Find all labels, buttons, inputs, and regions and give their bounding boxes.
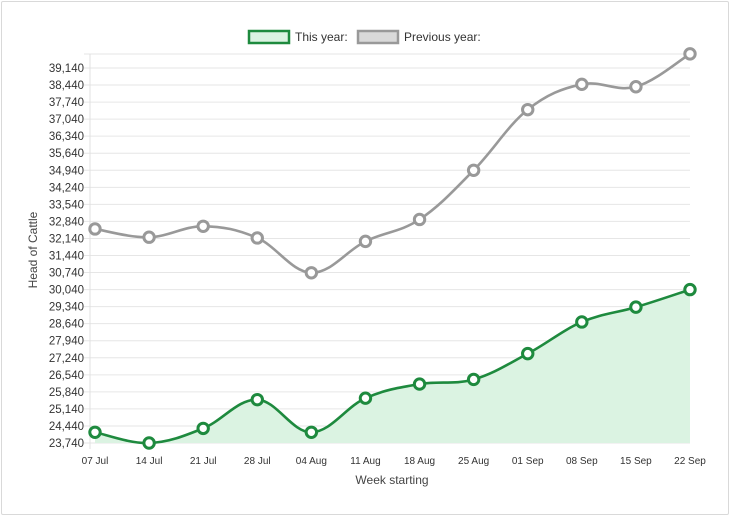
point-previous-year[interactable] <box>88 222 102 236</box>
x-axis-ticks: 07 Jul 14 Jul 21 Jul 28 Jul 04 Aug 11 Aug 18 A… <box>82 456 707 467</box>
legend-item-this-year[interactable]: This year: <box>247 29 348 45</box>
y-tick-label: 33,540 <box>49 199 84 211</box>
point-previous-year[interactable] <box>575 77 589 92</box>
x-tick-label: 04 Aug <box>296 456 327 467</box>
point-this-year[interactable] <box>358 391 373 405</box>
point-this-year[interactable] <box>412 377 427 391</box>
y-tick-label: 28,640 <box>49 319 84 331</box>
series-areas <box>95 289 690 444</box>
legend-swatch-previous-year <box>356 29 400 45</box>
point-this-year[interactable] <box>466 372 481 387</box>
x-tick-label: 21 Jul <box>190 456 217 467</box>
point-previous-year[interactable] <box>466 163 481 177</box>
y-tick-label: 29,340 <box>49 302 84 314</box>
x-tick-label: 15 Sep <box>620 456 652 467</box>
y-tick-label: 34,240 <box>49 182 84 194</box>
point-this-year[interactable] <box>142 436 156 450</box>
legend-label-previous-year: Previous year: <box>404 30 481 44</box>
point-previous-year[interactable] <box>629 80 643 94</box>
y-tick-label: 37,040 <box>49 114 84 126</box>
y-tick-label: 27,240 <box>49 353 84 365</box>
y-tick-label: 27,940 <box>49 336 84 348</box>
point-previous-year[interactable] <box>412 212 427 227</box>
legend-item-previous-year[interactable]: Previous year: <box>356 29 481 45</box>
x-tick-label: 18 Aug <box>404 456 435 467</box>
y-tick-label: 32,840 <box>49 216 84 228</box>
point-this-year[interactable] <box>304 425 319 439</box>
point-previous-year[interactable] <box>250 231 264 245</box>
y-tick-label: 39,140 <box>49 63 84 75</box>
point-this-year[interactable] <box>250 392 264 407</box>
y-axis-title: Head of Cattle <box>26 211 40 288</box>
x-tick-label: 01 Sep <box>512 456 544 467</box>
point-this-year[interactable] <box>629 300 643 314</box>
y-tick-label: 23,740 <box>49 438 84 450</box>
y-tick-label: 26,540 <box>49 370 84 382</box>
point-this-year[interactable] <box>575 315 589 329</box>
x-tick-label: 28 Jul <box>244 456 271 467</box>
y-tick-label: 30,040 <box>49 285 84 297</box>
point-this-year[interactable] <box>88 425 102 439</box>
area-this-year <box>95 289 690 444</box>
x-tick-label: 08 Sep <box>566 456 598 467</box>
series-points <box>88 47 697 450</box>
point-this-year[interactable] <box>521 346 535 361</box>
y-tick-label: 31,440 <box>49 251 84 263</box>
point-previous-year[interactable] <box>196 219 210 233</box>
y-tick-label: 36,340 <box>49 131 84 143</box>
x-tick-label: 22 Sep <box>674 456 706 467</box>
y-tick-label: 34,940 <box>49 165 84 177</box>
y-tick-label: 30,740 <box>49 268 84 280</box>
legend-label-this-year: This year: <box>295 30 348 44</box>
y-tick-label: 38,440 <box>49 80 84 92</box>
y-tick-label: 35,640 <box>49 148 84 160</box>
x-tick-label: 07 Jul <box>82 456 109 467</box>
point-this-year[interactable] <box>196 421 210 436</box>
x-tick-label: 25 Aug <box>458 456 489 467</box>
x-tick-label: 11 Aug <box>350 456 380 467</box>
point-previous-year[interactable] <box>683 47 697 61</box>
line-previous-year <box>94 52 691 275</box>
point-this-year[interactable] <box>683 282 697 297</box>
x-axis-title: Week starting <box>355 473 428 487</box>
legend-swatch-this-year <box>247 29 291 45</box>
y-tick-label: 37,740 <box>49 97 84 109</box>
point-previous-year[interactable] <box>358 234 373 249</box>
y-axis-ticks: 23,740 24,440 25,140 25,840 26,540 27,240 27,9… <box>49 63 84 450</box>
y-tick-label: 25,140 <box>49 404 84 416</box>
legend: This year: Previous year: <box>247 29 481 45</box>
y-tick-label: 32,140 <box>49 233 84 245</box>
point-previous-year[interactable] <box>521 102 535 117</box>
y-tick-label: 24,440 <box>49 421 84 433</box>
y-tick-label: 25,840 <box>49 387 84 399</box>
point-previous-year[interactable] <box>142 230 156 244</box>
point-previous-year[interactable] <box>304 266 319 280</box>
x-tick-label: 14 Jul <box>136 456 163 467</box>
